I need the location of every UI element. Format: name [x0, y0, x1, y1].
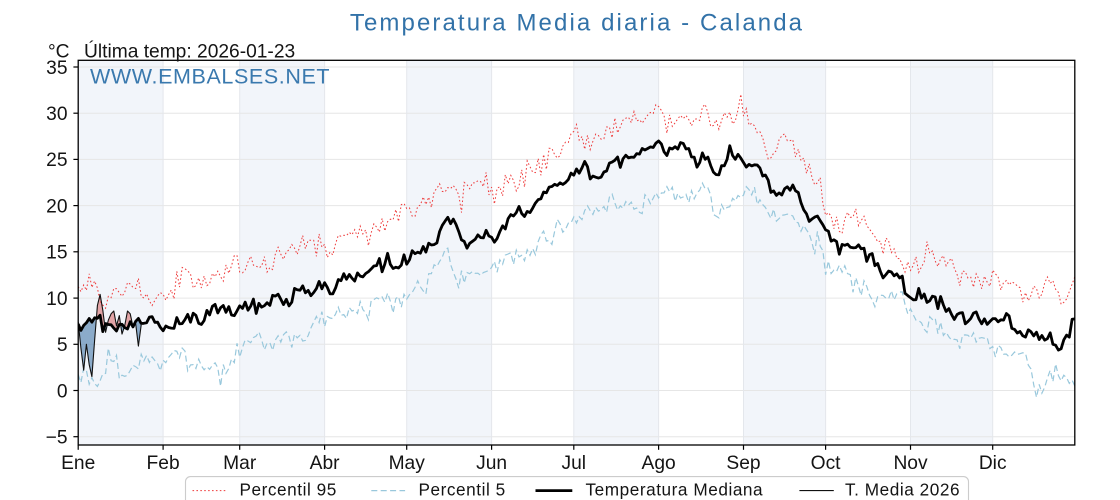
svg-text:WWW.EMBALSES.NET: WWW.EMBALSES.NET	[90, 64, 330, 88]
svg-text:35: 35	[46, 58, 67, 79]
svg-text:°C: °C	[48, 41, 70, 62]
svg-text:30: 30	[46, 104, 67, 125]
svg-text:Nov: Nov	[893, 453, 928, 474]
svg-text:5: 5	[57, 335, 68, 356]
svg-text:20: 20	[46, 196, 67, 217]
svg-text:Ene: Ene	[61, 453, 95, 474]
svg-text:Percentil 5: Percentil 5	[419, 479, 506, 499]
svg-text:Jul: Jul	[562, 453, 587, 474]
svg-text:Jun: Jun	[476, 453, 507, 474]
svg-text:10: 10	[46, 289, 67, 310]
svg-text:25: 25	[46, 150, 67, 171]
svg-text:Ago: Ago	[642, 453, 676, 474]
svg-text:Mar: Mar	[223, 453, 257, 474]
svg-text:0: 0	[57, 381, 68, 402]
svg-text:May: May	[389, 453, 426, 474]
svg-text:T. Media 2026: T. Media 2026	[845, 479, 960, 499]
svg-text:Sep: Sep	[726, 453, 760, 474]
svg-text:Dic: Dic	[979, 453, 1007, 474]
svg-text:Feb: Feb	[147, 453, 180, 474]
svg-text:Última temp: 2026-01-23: Última temp: 2026-01-23	[84, 40, 295, 62]
svg-text:−5: −5	[46, 428, 68, 449]
svg-text:Oct: Oct	[811, 453, 842, 474]
svg-text:Temperatura Mediana: Temperatura Mediana	[586, 479, 764, 499]
svg-text:Percentil 95: Percentil 95	[240, 479, 337, 499]
svg-text:Temperatura Media diaria - Cal: Temperatura Media diaria - Calanda	[350, 10, 804, 37]
svg-text:15: 15	[46, 243, 67, 264]
svg-text:Abr: Abr	[310, 453, 340, 474]
